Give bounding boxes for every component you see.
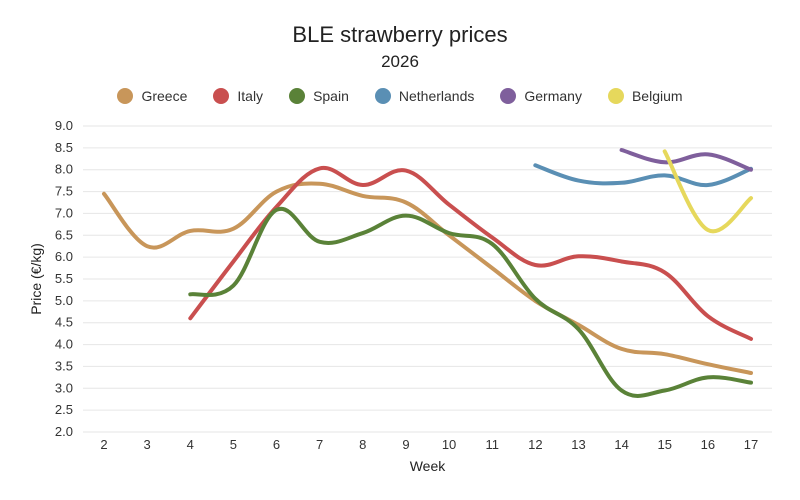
chart-title: BLE strawberry prices [292,22,508,47]
legend-label-belgium: Belgium [631,88,683,104]
series-line-greece [102,181,753,375]
x-tick-label: 11 [485,437,499,452]
legend-swatch-netherlands [374,88,391,104]
legend-item-greece[interactable]: Greece [117,88,187,104]
legend-item-spain[interactable]: Spain [289,88,349,104]
y-tick-label: 5.5 [55,271,73,286]
y-tick-label: 2.0 [55,424,73,439]
x-tick-label: 2 [100,437,107,452]
legend-swatch-greece [117,88,134,104]
chart-subtitle: 2026 [381,52,419,71]
x-tick-label: 7 [316,437,323,452]
legend-label-netherlands: Netherlands [398,88,475,104]
legend-swatch-germany [500,88,517,104]
x-tick-label: 5 [230,437,237,452]
y-tick-label: 4.5 [55,315,73,330]
legend-label-italy: Italy [237,88,264,104]
legend-item-germany[interactable]: Germany [500,88,582,104]
series-line-belgium [662,149,753,234]
legend: Greece Italy Spain Netherlands Germany B… [0,88,800,104]
x-tick-label: 6 [273,437,280,452]
y-tick-label: 5.0 [55,293,73,308]
x-tick-label: 8 [359,437,366,452]
x-tick-label: 12 [528,437,542,452]
series-line-italy [188,165,753,341]
x-tick-label: 15 [657,437,671,452]
x-axis-title: Week [410,458,447,474]
y-axis-title: Price (€/kg) [28,243,44,315]
legend-swatch-italy [213,88,230,104]
y-tick-label: 4.0 [55,337,73,352]
legend-label-spain: Spain [313,88,349,104]
y-tick-label: 7.5 [55,184,73,199]
x-tick-label: 10 [442,437,456,452]
x-tick-label: 17 [744,437,758,452]
legend-item-belgium[interactable]: Belgium [607,88,683,104]
series-line-netherlands [533,163,753,188]
y-tick-label: 6.0 [55,249,73,264]
legend-item-italy[interactable]: Italy [213,88,263,104]
x-tick-label: 3 [144,437,151,452]
x-tick-label: 4 [187,437,194,452]
y-tick-label: 3.5 [55,358,73,373]
y-tick-label: 7.0 [55,205,73,220]
y-tick-label: 8.0 [55,162,73,177]
legend-item-netherlands[interactable]: Netherlands [374,88,475,104]
legend-label-germany: Germany [524,88,582,104]
legend-swatch-belgium [607,88,624,104]
x-tick-label: 13 [571,437,585,452]
x-tick-label: 14 [614,437,628,452]
legend-swatch-spain [289,88,306,104]
y-tick-label: 9.0 [55,118,73,133]
x-tick-label: 9 [402,437,409,452]
series-line-spain [188,206,753,398]
series-line-germany [619,148,753,172]
y-tick-label: 2.5 [55,402,73,417]
y-tick-label: 8.5 [55,140,73,155]
y-tick-label: 6.5 [55,227,73,242]
x-tick-label: 16 [701,437,715,452]
legend-label-greece: Greece [141,88,188,104]
y-tick-label: 3.0 [55,380,73,395]
